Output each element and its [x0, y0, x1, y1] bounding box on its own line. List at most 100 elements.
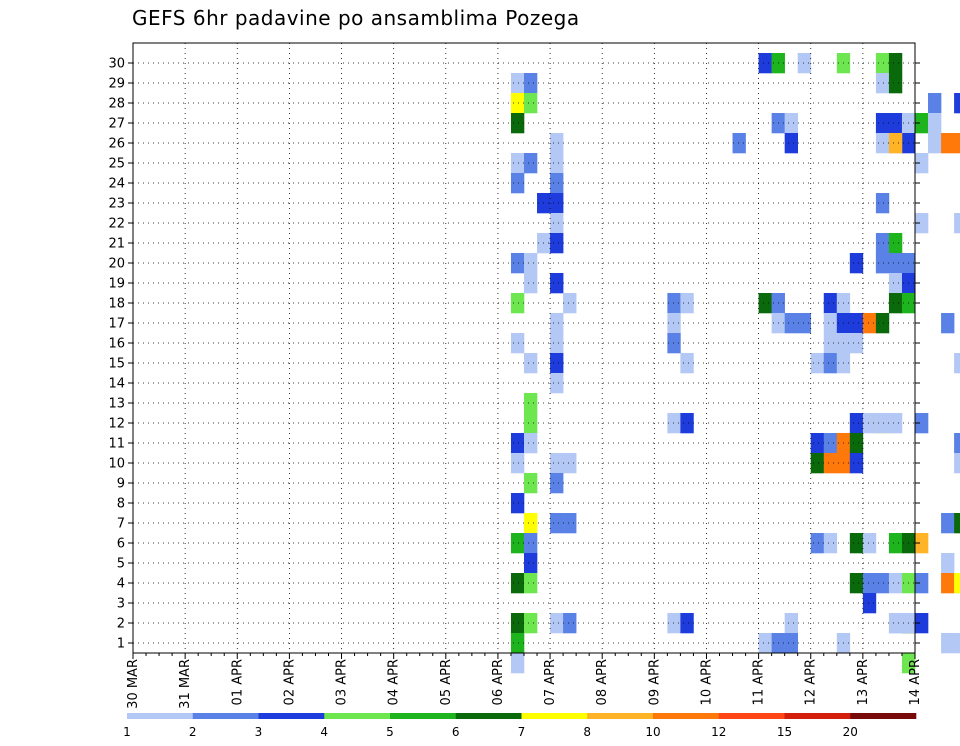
- precip-cell: [524, 153, 538, 174]
- legend-swatch: [653, 713, 720, 719]
- legend-swatch: [521, 713, 588, 719]
- precip-cell: [875, 53, 890, 74]
- legend-label: 15: [777, 725, 792, 739]
- precip-cell: [524, 93, 538, 114]
- y-tick-label: 21: [108, 237, 125, 252]
- precip-cell: [550, 313, 564, 334]
- precip-cell: [810, 453, 825, 474]
- precip-cell: [667, 413, 681, 434]
- precip-cell: [524, 393, 538, 414]
- precip-cell: [550, 473, 564, 494]
- y-tick-label: 26: [108, 137, 125, 152]
- precip-cell: [888, 133, 903, 154]
- precip-cell: [524, 553, 538, 574]
- precip-cell: [954, 353, 960, 374]
- precip-cell: [875, 413, 890, 434]
- y-tick-label: 29: [108, 77, 125, 92]
- legend-label: 3: [255, 725, 263, 739]
- precip-cell: [510, 533, 525, 554]
- precip-cell: [941, 633, 955, 654]
- precip-cell: [888, 73, 903, 94]
- y-tick-label: 2: [117, 617, 125, 632]
- precip-cell: [941, 513, 955, 534]
- precip-cell: [849, 533, 864, 554]
- precip-cell: [849, 253, 864, 274]
- y-tick-label: 22: [108, 217, 125, 232]
- precip-cell: [954, 633, 960, 654]
- y-tick-label: 9: [117, 477, 125, 492]
- legend-label: 2: [189, 725, 197, 739]
- precip-cell: [510, 93, 525, 114]
- y-tick-label: 12: [108, 417, 125, 432]
- precip-cell: [941, 133, 955, 154]
- precip-cell: [550, 233, 564, 254]
- precip-cell: [510, 113, 525, 134]
- precip-cell: [524, 473, 538, 494]
- legend-swatch: [324, 713, 391, 719]
- precip-cell: [510, 253, 525, 274]
- precip-cell: [510, 573, 525, 594]
- legend-label: 1: [123, 725, 131, 739]
- x-axis: 30 MAR 31 MAR 01 APR 02 APR 03 APR 04 APR 05 A…: [126, 653, 923, 709]
- precip-cell: [888, 233, 903, 254]
- precip-cell: [810, 533, 825, 554]
- precip-cell: [784, 313, 798, 334]
- legend-swatch: [784, 713, 851, 719]
- precip-cell: [888, 53, 903, 74]
- legend-swatch: [127, 713, 194, 719]
- legend-label: 20: [843, 725, 858, 739]
- precip-cell: [954, 213, 960, 234]
- precip-cell: [510, 453, 525, 474]
- precip-cell: [862, 593, 877, 614]
- precip-cell: [758, 633, 772, 654]
- precip-cell: [758, 293, 772, 314]
- precip-cell: [823, 293, 838, 314]
- precip-cell: [732, 133, 746, 154]
- precip-cell: [875, 133, 890, 154]
- precip-cell: [550, 193, 564, 214]
- y-tick-label: 3: [117, 597, 125, 612]
- x-tick-label: 06 APR: [491, 659, 506, 705]
- precip-cell: [524, 433, 538, 454]
- chart-title: GEFS 6hr padavine po ansamblima Pozega: [132, 6, 580, 30]
- precip-cell: [823, 533, 838, 554]
- x-tick-label: 03 APR: [335, 659, 350, 705]
- precip-cell: [550, 353, 564, 374]
- precip-cell: [849, 573, 864, 594]
- y-tick-label: 10: [108, 457, 125, 472]
- precip-cell: [888, 613, 903, 634]
- precip-cell: [510, 493, 525, 514]
- precip-cell: [524, 73, 538, 94]
- y-tick-label: 30: [108, 57, 125, 72]
- precip-cell: [510, 633, 525, 654]
- x-tick-label: 13 APR: [856, 659, 871, 705]
- legend-label: 7: [518, 725, 526, 739]
- precip-cell: [875, 113, 890, 134]
- x-tick-label: 08 APR: [595, 659, 610, 705]
- precip-cell: [901, 653, 916, 674]
- precip-cell: [680, 353, 694, 374]
- precip-cell: [810, 433, 825, 454]
- y-tick-label: 7: [117, 517, 125, 532]
- precip-cell: [915, 153, 929, 174]
- x-tick-label: 10 APR: [700, 659, 715, 705]
- precip-cell: [510, 613, 525, 634]
- precip-cell: [915, 213, 929, 234]
- legend-swatch: [455, 713, 522, 719]
- precip-cell: [875, 73, 890, 94]
- y-tick-label: 14: [108, 377, 125, 392]
- precip-cell: [954, 93, 960, 114]
- precip-cell: [875, 573, 890, 594]
- precip-cell: [797, 53, 812, 74]
- precip-cell: [823, 433, 838, 454]
- precip-cell: [524, 613, 538, 634]
- precip-cell: [954, 453, 960, 474]
- precip-cell: [862, 533, 877, 554]
- y-tick-label: 11: [108, 437, 125, 452]
- precip-cell: [862, 573, 877, 594]
- y-axis: 1234567891011121314151617181920212223242…: [108, 57, 920, 652]
- x-tick-label: 09 APR: [647, 659, 662, 705]
- precip-cell: [550, 133, 564, 154]
- y-tick-label: 25: [108, 157, 125, 172]
